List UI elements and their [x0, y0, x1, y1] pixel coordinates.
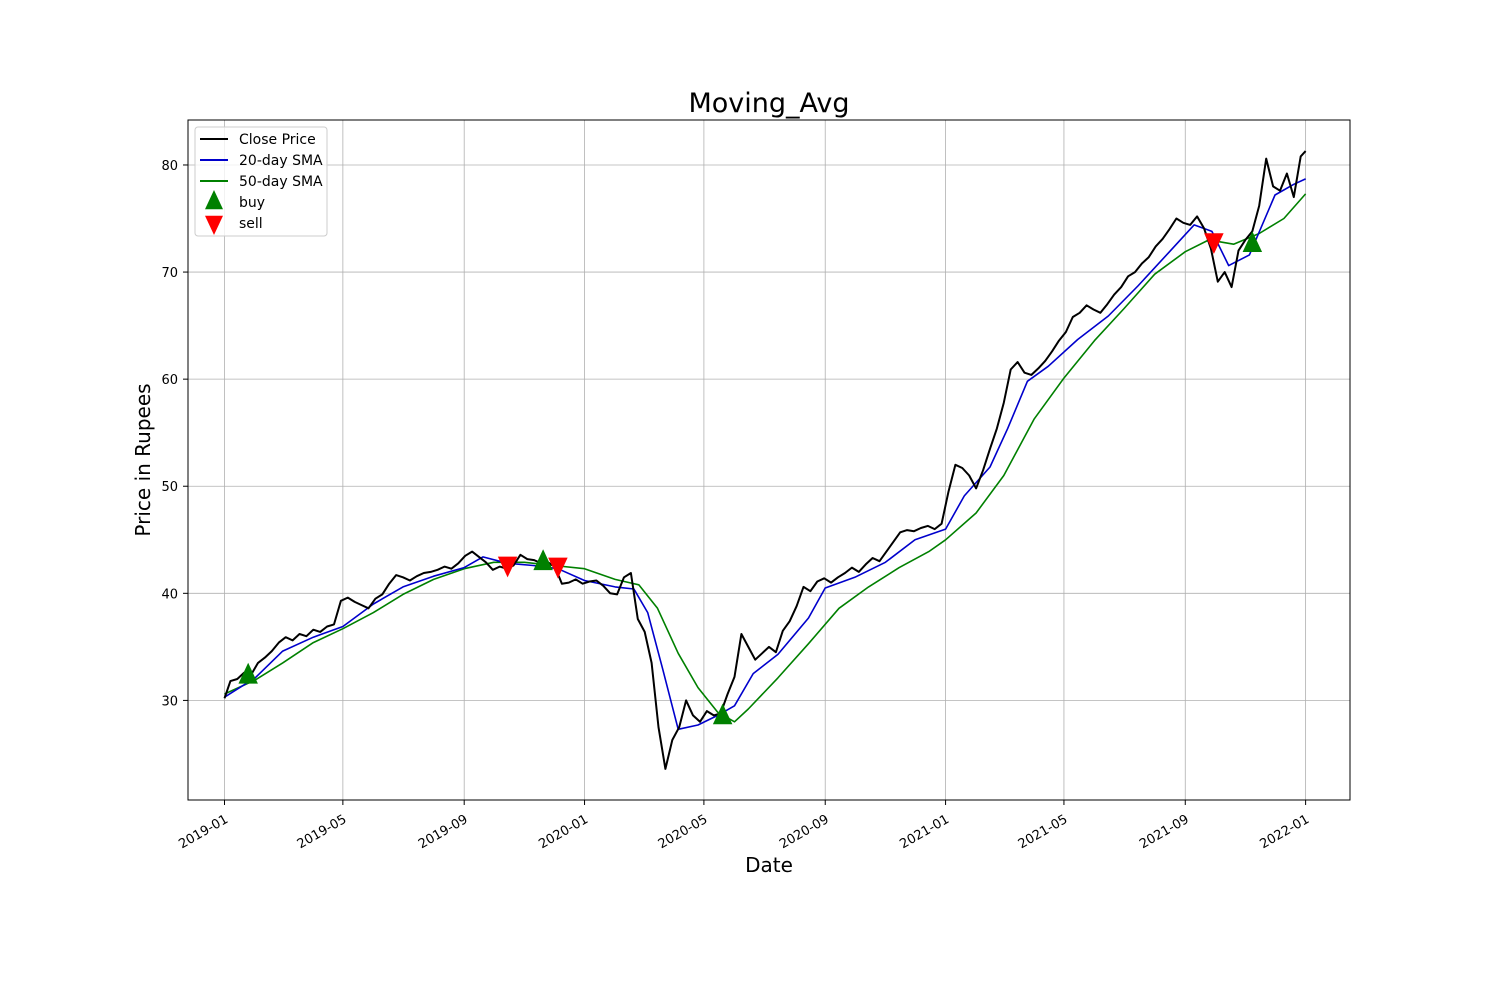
y-tick-label: 30 [161, 694, 178, 709]
series-layer [223, 150, 1307, 770]
y-tick-label: 50 [161, 480, 178, 495]
legend-label: 50-day SMA [239, 174, 323, 190]
x-axis-label: Date [745, 853, 793, 877]
sell-marker [497, 556, 518, 578]
grid [188, 120, 1350, 800]
series-line-close-price [223, 150, 1307, 770]
legend-swatch [205, 215, 223, 235]
sell-marker [1204, 233, 1224, 255]
buy-marker [238, 662, 258, 684]
y-tick-label: 70 [161, 266, 178, 281]
y-axis: 30 40 50 60 70 80 [161, 159, 188, 709]
legend: Close Price 20-day SMA 50-day SMA buy sell [194, 126, 328, 237]
y-axis-label: Price in Rupees [131, 383, 155, 536]
legend-box [194, 126, 328, 237]
y-tick-label: 80 [161, 159, 178, 174]
buy-marker [533, 549, 553, 571]
legend-label: sell [239, 216, 263, 232]
y-tick-label: 60 [161, 373, 178, 388]
legend-label: Close Price [239, 132, 316, 148]
buy-marker [1242, 231, 1263, 253]
marker-layer [238, 231, 1263, 725]
buy-marker [712, 703, 733, 725]
series-line-50-day-sma [224, 193, 1307, 723]
legend-swatch [205, 190, 223, 210]
legend-label: 20-day SMA [239, 153, 323, 169]
plot-frame [187, 119, 1351, 801]
y-tick-label: 40 [161, 587, 178, 602]
legend-label: buy [239, 195, 265, 211]
chart-title: Moving_Avg [688, 88, 849, 119]
sell-marker [548, 557, 568, 579]
series-line-20-day-sma [224, 178, 1306, 731]
